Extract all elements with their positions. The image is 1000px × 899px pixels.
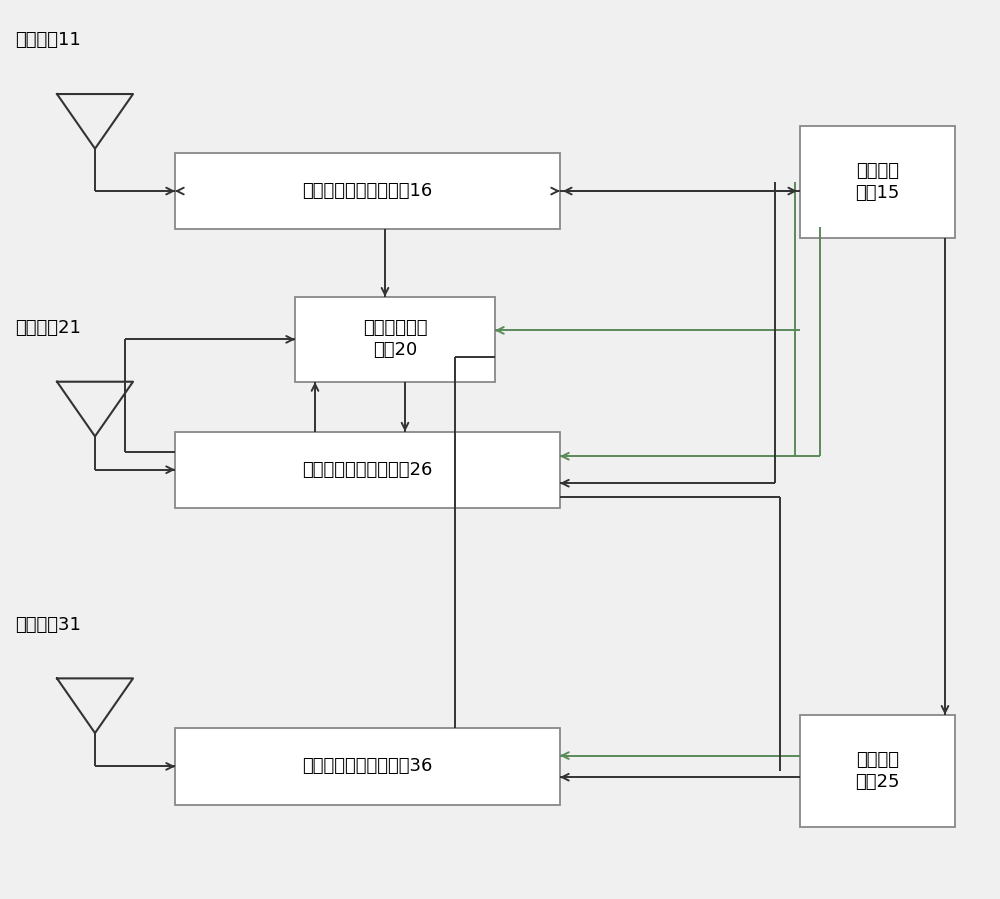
FancyBboxPatch shape	[175, 728, 560, 805]
Text: 第三射频信号处理电路36: 第三射频信号处理电路36	[302, 757, 433, 776]
Text: 第二功率反馈
开关20: 第二功率反馈 开关20	[363, 319, 427, 360]
FancyBboxPatch shape	[800, 126, 955, 238]
Text: 第三天线31: 第三天线31	[15, 616, 81, 634]
Text: 第二射频信号处理电路26: 第二射频信号处理电路26	[302, 460, 433, 479]
FancyBboxPatch shape	[175, 153, 560, 229]
Text: 第二收发
信机25: 第二收发 信机25	[855, 751, 900, 791]
Text: 第一射频信号处理电路16: 第一射频信号处理电路16	[302, 182, 433, 200]
Text: 第一收发
信机15: 第一收发 信机15	[855, 162, 900, 202]
Text: 第一天线11: 第一天线11	[15, 31, 81, 49]
FancyBboxPatch shape	[175, 432, 560, 508]
FancyBboxPatch shape	[295, 297, 495, 382]
Text: 第二天线21: 第二天线21	[15, 319, 81, 337]
FancyBboxPatch shape	[800, 715, 955, 827]
